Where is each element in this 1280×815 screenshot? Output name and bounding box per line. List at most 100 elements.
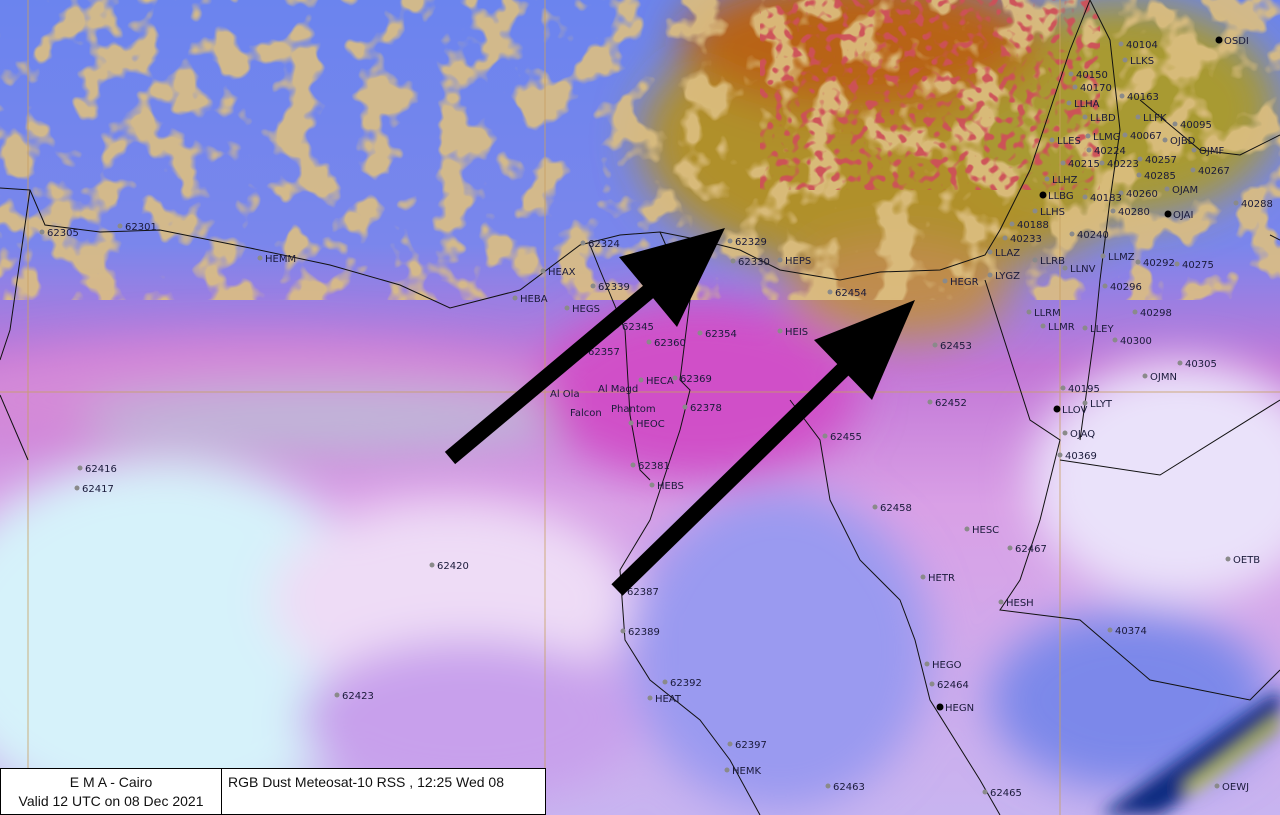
station-label: 40374 xyxy=(1115,626,1147,637)
station-marker xyxy=(564,305,570,311)
station-label: 40292 xyxy=(1143,258,1175,269)
station-label: 62416 xyxy=(85,464,117,475)
station-marker xyxy=(1082,194,1088,200)
station-marker xyxy=(942,278,948,284)
station-marker xyxy=(1135,259,1141,265)
station-marker xyxy=(117,223,123,229)
station-label: 62417 xyxy=(82,484,114,495)
station-label: 62452 xyxy=(935,398,967,409)
station-marker xyxy=(620,628,626,634)
station-label: 40300 xyxy=(1120,336,1152,347)
station-marker xyxy=(1162,137,1168,143)
station-marker xyxy=(1118,190,1124,196)
station-marker xyxy=(1136,172,1142,178)
station-label: HESH xyxy=(1006,598,1034,609)
issuer-label: E M A - Cairo xyxy=(69,774,153,790)
station-label: LLFK xyxy=(1143,113,1167,124)
station-label: LLMZ xyxy=(1108,252,1135,263)
station-marker xyxy=(1137,156,1143,162)
station-label: 40170 xyxy=(1080,83,1112,94)
station-label: 40163 xyxy=(1127,92,1159,103)
station-label: 62465 xyxy=(990,788,1022,799)
station-marker xyxy=(74,485,80,491)
station-label: 40195 xyxy=(1068,384,1100,395)
station-label: 62423 xyxy=(342,691,374,702)
station-label: HEAT xyxy=(655,694,682,705)
station-label: OJAM xyxy=(1172,185,1198,196)
station-label: LLHZ xyxy=(1052,175,1078,186)
station-marker xyxy=(936,703,944,711)
station-label: 40067 xyxy=(1130,131,1162,142)
arrow-annotation-2 xyxy=(611,300,915,596)
station-marker xyxy=(1085,133,1091,139)
station-marker xyxy=(1107,627,1113,633)
station-marker xyxy=(1053,405,1061,413)
station-marker xyxy=(1132,309,1138,315)
station-marker xyxy=(1110,208,1116,214)
station-marker xyxy=(1068,71,1074,77)
station-marker xyxy=(1100,253,1106,259)
station-label: LYGZ xyxy=(995,271,1020,282)
station-label: 62339 xyxy=(598,282,630,293)
station-label: 62397 xyxy=(735,740,767,751)
station-label: LLEY xyxy=(1090,324,1114,335)
station-label: LLNV xyxy=(1070,264,1096,275)
station-marker xyxy=(1135,114,1141,120)
station-label: HEOC xyxy=(636,419,665,430)
station-label: HESC xyxy=(972,525,999,536)
station-marker xyxy=(1099,160,1105,166)
station-marker xyxy=(1118,41,1124,47)
station-marker xyxy=(1040,323,1046,329)
station-label: LLES xyxy=(1057,136,1081,147)
station-marker xyxy=(1032,208,1038,214)
station-label: 62381 xyxy=(638,461,670,472)
station-label: OETB xyxy=(1233,555,1260,566)
station-marker xyxy=(1215,36,1223,44)
station-marker xyxy=(646,339,652,345)
station-marker xyxy=(334,692,340,698)
station-label: 62360 xyxy=(654,338,686,349)
station-marker xyxy=(932,342,938,348)
station-label: OJBD xyxy=(1170,136,1196,147)
station-label: 62454 xyxy=(835,288,867,299)
station-marker xyxy=(1069,231,1075,237)
station-marker xyxy=(1072,84,1078,90)
station-label: LLBG xyxy=(1048,191,1074,202)
station-marker xyxy=(649,482,655,488)
station-label: 62354 xyxy=(705,329,737,340)
station-marker xyxy=(777,257,783,263)
station-marker xyxy=(822,433,828,439)
station-marker xyxy=(1142,373,1148,379)
station-marker xyxy=(1164,186,1170,192)
station-marker xyxy=(927,399,933,405)
station-label: HEBS xyxy=(657,481,684,492)
station-marker xyxy=(727,238,733,244)
arrow-annotation-1 xyxy=(444,228,725,465)
station-marker xyxy=(77,465,83,471)
station-marker xyxy=(1039,191,1047,199)
station-label: 62330 xyxy=(738,257,770,268)
station-marker xyxy=(1174,261,1180,267)
station-marker xyxy=(1062,265,1068,271)
station-label: 62455 xyxy=(830,432,862,443)
station-marker xyxy=(1062,430,1068,436)
station-label: LLMG xyxy=(1093,132,1121,143)
station-label: 62324 xyxy=(588,239,620,250)
station-label: 62453 xyxy=(940,341,972,352)
station-marker xyxy=(1112,337,1118,343)
station-label: 62467 xyxy=(1015,544,1047,555)
station-label: HEGO xyxy=(932,660,962,671)
station-label: HECA xyxy=(646,376,674,387)
station-label: 62369 xyxy=(680,374,712,385)
station-marker xyxy=(1009,221,1015,227)
station-marker xyxy=(1049,137,1055,143)
station-label: HEMM xyxy=(265,254,296,265)
station-label: OJMF xyxy=(1199,146,1224,157)
station-marker xyxy=(672,375,678,381)
station-label: HETR xyxy=(928,573,955,584)
station-marker xyxy=(1225,556,1231,562)
station-marker xyxy=(580,240,586,246)
